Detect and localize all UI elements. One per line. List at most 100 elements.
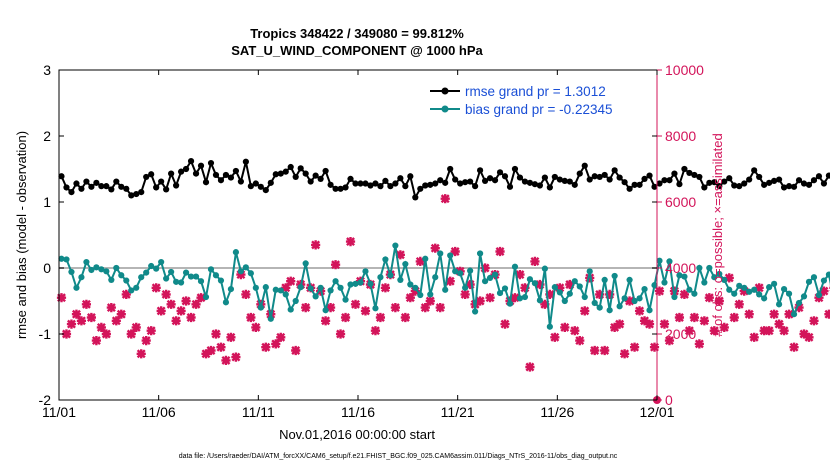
- bias-point: [746, 288, 753, 295]
- bias-point: [825, 271, 830, 278]
- bias-point: [307, 285, 314, 292]
- obs-count-marker: [804, 332, 814, 342]
- bias-point: [726, 286, 733, 293]
- x-tick-label: 11/16: [341, 404, 375, 420]
- bias-point: [741, 284, 748, 291]
- rmse-point: [462, 179, 469, 186]
- rmse-point: [422, 182, 429, 189]
- rmse-point: [467, 178, 474, 185]
- bias-point: [731, 290, 738, 297]
- rmse-point: [68, 189, 75, 196]
- bias-point: [591, 299, 598, 307]
- x-tick-label: 11/06: [142, 404, 176, 420]
- obs-count-marker: [565, 279, 575, 290]
- obs-count-marker: [56, 293, 67, 303]
- rmse-point: [591, 173, 598, 180]
- rmse-point: [73, 180, 80, 187]
- x-tick-label: 11/11: [242, 404, 275, 420]
- obs-count-marker: [176, 306, 186, 316]
- obs-count-marker: [420, 303, 430, 313]
- legend-bias-marker: [441, 105, 449, 113]
- obs-count-marker: [709, 326, 719, 336]
- left-axis-ticks: -2 -1 0 1 2 3: [39, 62, 657, 408]
- bias-point: [556, 289, 563, 296]
- rmse-point: [646, 172, 653, 179]
- bias-point: [586, 268, 593, 275]
- rmse-point: [481, 177, 489, 184]
- bias-point: [103, 268, 110, 275]
- bias-point: [472, 308, 479, 315]
- rmse-point: [736, 183, 743, 190]
- bias-point: [357, 279, 364, 286]
- obs-count-marker: [395, 250, 405, 260]
- obs-count-marker: [545, 289, 555, 299]
- bias-point: [766, 284, 773, 291]
- obs-count-marker: [76, 316, 87, 326]
- rmse-series: [58, 157, 830, 201]
- bias-point: [163, 275, 170, 282]
- bias-point: [173, 278, 180, 285]
- y-axis-label-right: # of obs: o=possible; ×=assimilated: [710, 133, 725, 336]
- obs-count-marker: [186, 312, 196, 323]
- obs-count-marker: [330, 260, 341, 270]
- bias-point: [58, 255, 65, 262]
- rmse-point: [551, 173, 558, 181]
- bias-point: [696, 264, 703, 272]
- bias-point: [476, 250, 484, 257]
- rmse-point: [277, 170, 284, 177]
- bias-point: [521, 293, 529, 301]
- obs-count-marker: [71, 309, 82, 319]
- bias-point: [820, 277, 828, 284]
- obs-count-marker: [550, 332, 560, 342]
- bias-point: [611, 272, 618, 280]
- rmse-point: [546, 184, 553, 191]
- obs-count-marker: [629, 342, 640, 352]
- obs-count-marker: [649, 342, 660, 352]
- obs-count-marker: [485, 293, 495, 303]
- rmse-point: [78, 185, 85, 192]
- rmse-point: [651, 183, 658, 190]
- obs-count-marker: [460, 289, 470, 299]
- bias-point: [168, 268, 175, 276]
- obs-count-marker: [81, 299, 92, 309]
- bias-point: [526, 276, 534, 283]
- obs-count-marker: [515, 270, 525, 280]
- bias-point: [442, 286, 449, 293]
- rmse-point: [661, 177, 668, 184]
- bias-point: [771, 280, 778, 287]
- obs-count-marker: [475, 296, 485, 306]
- rmse-point: [327, 181, 334, 188]
- bias-point: [596, 304, 603, 311]
- rmse-point: [192, 170, 200, 177]
- obs-count-marker: [430, 243, 440, 253]
- obs-count-marker: [196, 293, 206, 303]
- obs-count-marker: [116, 309, 126, 319]
- obs-count-marker: [540, 299, 550, 309]
- x-tick-label: 11/21: [441, 404, 475, 420]
- rmse-point: [108, 186, 115, 193]
- obs-count-marker: [809, 316, 819, 326]
- rmse-point: [322, 167, 329, 175]
- obs-count-marker: [664, 336, 675, 346]
- bias-point: [128, 287, 135, 294]
- bias-point: [337, 284, 344, 291]
- obs-count-marker: [271, 339, 281, 349]
- rmse-point: [242, 158, 249, 165]
- rmse-point: [437, 177, 444, 184]
- bias-point: [561, 297, 568, 305]
- x-axis-label: Nov.01,2016 00:00:00 start: [279, 427, 435, 442]
- bias-point: [108, 276, 115, 283]
- bias-point: [716, 270, 723, 278]
- bias-point: [177, 279, 185, 286]
- rmse-point: [626, 185, 633, 192]
- rmse-point: [138, 189, 145, 196]
- obs-count-marker: [779, 326, 789, 336]
- obs-count-marker: [704, 293, 714, 303]
- bias-point: [387, 272, 394, 279]
- bias-point: [581, 293, 588, 301]
- bias-point: [536, 297, 543, 304]
- bias-point: [785, 290, 793, 297]
- x-tick-label: 11/01: [42, 404, 76, 420]
- rmse-point: [521, 178, 529, 185]
- rmse-point: [123, 185, 130, 192]
